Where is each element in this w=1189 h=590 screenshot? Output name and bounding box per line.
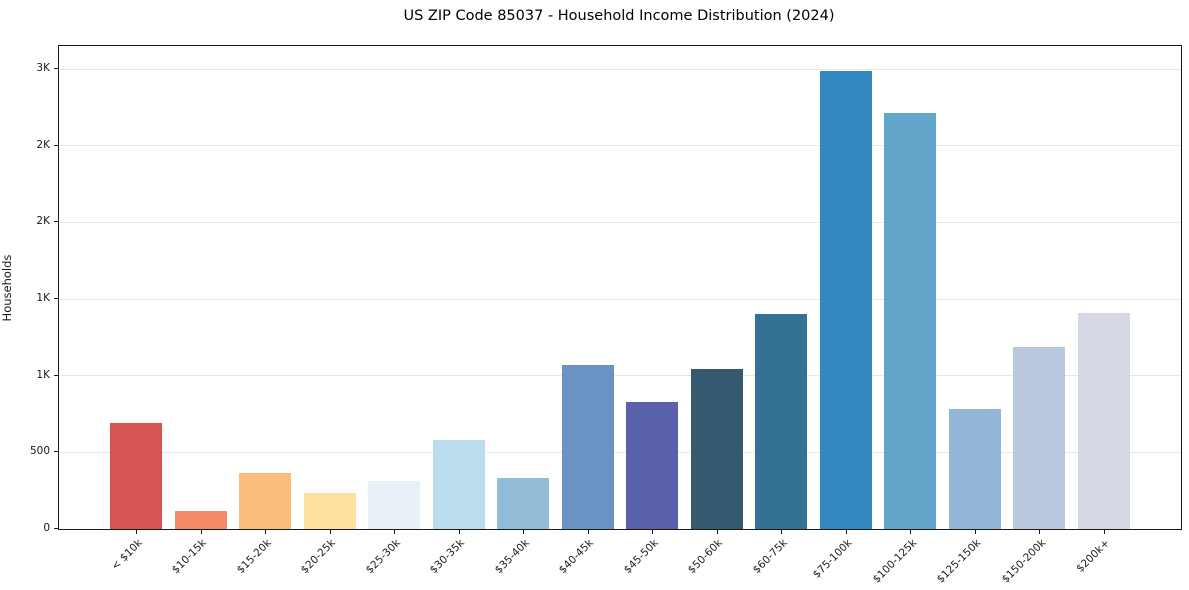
- x-tick-label: $35-40k: [492, 537, 532, 577]
- x-tick-mark: [845, 530, 847, 534]
- x-tick-mark: [716, 530, 718, 534]
- x-tick-label: $25-30k: [363, 537, 403, 577]
- x-tick-label: $60-75k: [750, 537, 790, 577]
- x-tick-mark: [458, 530, 460, 534]
- x-tick-label: $100-125k: [870, 537, 919, 586]
- x-tick-label: $50-60k: [686, 537, 726, 577]
- y-tick-mark: [54, 298, 58, 299]
- bar-$40-45k: [561, 364, 614, 529]
- y-tick-label: 1K: [36, 368, 50, 381]
- bar-slot: $20-25k: [298, 46, 363, 576]
- y-tick-mark: [54, 528, 58, 529]
- y-tick-label: 2K: [36, 215, 50, 228]
- bar-slot: $100-125k: [870, 46, 943, 586]
- x-tick-mark: [265, 530, 267, 534]
- bar-$60-75k: [755, 314, 808, 529]
- bar-slot: $150-200k: [999, 46, 1072, 586]
- bar-$150-200k: [1013, 346, 1066, 529]
- bar-slot: $30-35k: [427, 46, 492, 576]
- bar-slot: $60-75k: [749, 46, 814, 576]
- bar-$75-100k: [819, 71, 872, 529]
- bar-slot: $35-40k: [491, 46, 556, 576]
- bar-slot: $15-20k: [233, 46, 298, 576]
- x-tick-mark: [329, 530, 331, 534]
- grid-line: [59, 145, 1181, 147]
- y-tick-mark: [54, 144, 58, 146]
- bars-container: < $10k $10-15k $15-20k $20-25k $25-30k $30-35…: [59, 46, 1181, 586]
- y-tick-label: 1K: [36, 292, 50, 304]
- bar-$30-35k: [432, 440, 485, 529]
- x-tick-mark: [136, 530, 138, 534]
- bar-$20-25k: [303, 492, 356, 529]
- y-tick-label: 2K: [36, 138, 50, 151]
- bar-slot: $200k+: [1072, 46, 1137, 575]
- bar-$50-60k: [690, 369, 743, 529]
- x-tick-mark: [587, 530, 589, 534]
- bar-slot: $125-150k: [935, 46, 1008, 586]
- bar-$15-20k: [239, 472, 292, 529]
- bar-slot: $10-15k: [169, 46, 234, 576]
- y-tick-mark: [54, 374, 58, 376]
- bar-< $10k: [110, 423, 163, 529]
- x-tick-mark: [1039, 530, 1041, 534]
- y-tick-label: 3K: [36, 62, 50, 74]
- x-tick-mark: [910, 530, 912, 534]
- plot-area: < $10k $10-15k $15-20k $20-25k $25-30k $30-35…: [58, 45, 1182, 586]
- x-tick-label: $40-45k: [557, 537, 597, 577]
- x-tick-mark: [781, 530, 783, 534]
- grid-line: [59, 68, 1181, 70]
- x-tick-mark: [394, 530, 396, 534]
- bar-$25-30k: [368, 480, 421, 529]
- x-tick-label: $200k+: [1074, 537, 1113, 575]
- x-tick-label: $30-35k: [428, 537, 468, 577]
- bar-$10-15k: [174, 510, 227, 529]
- x-tick-label: $125-150k: [934, 537, 984, 586]
- x-tick-mark: [652, 530, 654, 534]
- x-tick-label: < $10k: [109, 537, 145, 573]
- bar-$125-150k: [948, 409, 1001, 529]
- bar-$200k+: [1077, 313, 1130, 529]
- x-tick-mark: [974, 530, 976, 534]
- y-axis-label: Households: [0, 254, 14, 322]
- bar-slot: < $10k: [104, 46, 169, 573]
- x-tick-label: $150-200k: [999, 537, 1048, 586]
- x-tick-label: $10-15k: [170, 537, 210, 577]
- x-tick-mark: [1103, 530, 1105, 534]
- bar-slot: $25-30k: [362, 46, 427, 576]
- y-tick-label: 0: [43, 522, 50, 534]
- bar-slot: $40-45k: [556, 46, 621, 576]
- y-tick-label: 500: [29, 445, 50, 458]
- y-tick-mark: [54, 221, 58, 223]
- x-tick-label: $45-50k: [621, 537, 661, 577]
- bar-$100-125k: [884, 112, 937, 529]
- grid-line: [59, 298, 1181, 300]
- bar-slot: $45-50k: [620, 46, 685, 576]
- x-tick-mark: [200, 530, 202, 534]
- bar-$35-40k: [497, 477, 550, 529]
- grid-line: [59, 221, 1181, 223]
- x-tick-label: $15-20k: [234, 537, 274, 577]
- x-tick-label: $20-25k: [299, 537, 339, 577]
- y-tick-mark: [54, 451, 58, 453]
- bar-$45-50k: [626, 401, 679, 529]
- bar-slot: $75-100k: [810, 46, 879, 581]
- chart-title: US ZIP Code 85037 - Household Income Dis…: [403, 8, 835, 24]
- bar-slot: $50-60k: [685, 46, 750, 576]
- grid-line: [59, 451, 1181, 453]
- y-tick-mark: [54, 68, 58, 69]
- x-tick-label: $75-100k: [810, 537, 855, 581]
- x-tick-mark: [523, 530, 525, 534]
- grid-line: [59, 375, 1181, 377]
